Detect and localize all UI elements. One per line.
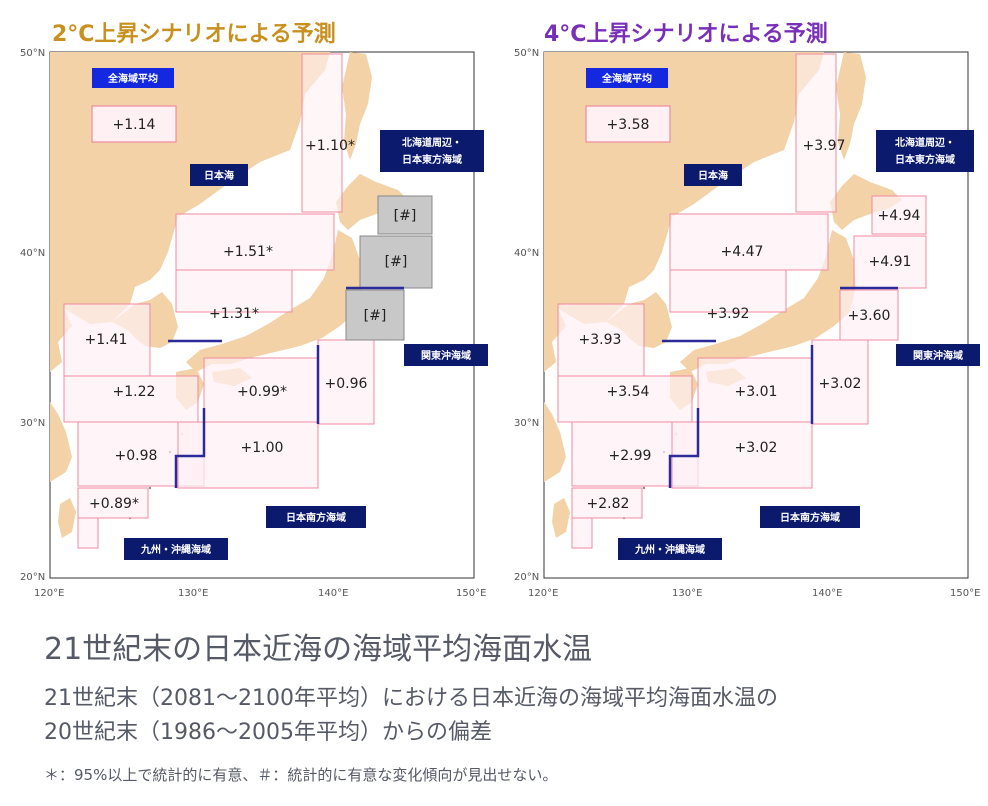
tag-kyushu: 九州・沖縄海域: [140, 543, 211, 556]
svg-text:50°N: 50°N: [514, 48, 539, 59]
value-all-seas: +3.58: [607, 117, 650, 133]
panel-title-2c: 2°C上昇シナリオによる予測: [52, 22, 336, 47]
tag-all-seas: 全海域平均: [107, 72, 158, 85]
tag-kanto: 関東沖海域: [913, 349, 963, 362]
land-sakhalin: [342, 52, 372, 160]
value-west-east-china-2: +3.54: [607, 384, 650, 400]
tag-hokkaido-1: 北海道周辺・: [402, 136, 462, 149]
tag-hokkaido-2: 日本東方海域: [895, 153, 955, 166]
map-2c: 50°N 40°N 30°N 20°N 120°E 130°E 140°E 15…: [20, 48, 488, 599]
caption-line-1: 21世紀末（2081～2100年平均）における日本近海の海域平均海面水温の: [44, 686, 778, 711]
axis-labels: 50°N 40°N 30°N 20°N 120°E 130°E 140°E 15…: [20, 48, 486, 599]
caption-line-2: 20世紀末（1986～2005年平均）からの偏差: [44, 720, 492, 745]
value-west-east-china-1: +1.41: [85, 332, 128, 348]
value-kyushu-1: +0.98: [115, 448, 158, 464]
land-china-south: [50, 402, 72, 482]
tag-south: 日本南方海域: [780, 511, 840, 524]
svg-text:50°N: 50°N: [20, 48, 45, 59]
land-hokkaido: [336, 174, 408, 230]
value-sea-of-japan-north: +1.10*: [305, 138, 355, 154]
tag-kyushu: 九州・沖縄海域: [634, 543, 705, 556]
value-south-japan-1: +0.99*: [237, 384, 287, 400]
value-west-east-china-1: +3.93: [579, 332, 622, 348]
tag-hokkaido-2: 日本東方海域: [402, 153, 462, 166]
value-all-seas: +1.14: [113, 117, 156, 133]
svg-text:20°N: 20°N: [20, 572, 45, 583]
svg-text:140°E: 140°E: [318, 588, 348, 599]
svg-text:20°N: 20°N: [514, 572, 539, 583]
tag-kanto: 関東沖海域: [421, 349, 471, 362]
value-kanto-east: +3.60: [848, 308, 891, 324]
tag-hokkaido-1: 北海道周辺・: [895, 136, 955, 149]
no-trend-cells: [345, 195, 433, 341]
land-china-south: [544, 402, 566, 482]
value-okinawa: +2.82: [587, 496, 630, 512]
value-hokkaido-east-1: [#]: [394, 208, 417, 224]
sea-boundaries: [662, 286, 898, 488]
land-honshu: [680, 230, 856, 372]
map-4c: 50°N 40°N 30°N 20°N 120°E 130°E 140°E 15…: [514, 48, 980, 599]
value-sea-of-japan-central: +1.51*: [223, 244, 273, 260]
land-taiwan: [58, 498, 76, 538]
value-sea-of-japan-south: +1.31*: [209, 306, 259, 322]
cell-values: +3.58 +3.97 +4.47 +3.92 +4.94 +4.91 +3.6…: [579, 117, 921, 512]
value-okinawa: +0.89*: [89, 496, 139, 512]
svg-text:30°N: 30°N: [514, 418, 539, 429]
value-sea-of-japan-central: +4.47: [721, 244, 764, 260]
value-kanto-offshore: +0.96: [325, 376, 368, 392]
caption-title: 21世紀末の日本近海の海域平均海面水温: [44, 632, 593, 667]
sea-cells: [63, 53, 375, 549]
land-taiwan: [552, 498, 570, 538]
value-sea-of-japan-north: +3.97: [803, 138, 846, 154]
land-sakhalin: [836, 52, 866, 160]
sea-boundaries: [168, 286, 404, 488]
value-kanto-offshore: +3.02: [819, 376, 862, 392]
tag-sea-of-japan: 日本海: [698, 169, 728, 182]
value-south-japan-2: +1.00: [241, 440, 284, 456]
value-sea-of-japan-south: +3.92: [707, 306, 750, 322]
value-south-japan-1: +3.01: [735, 384, 778, 400]
svg-text:120°E: 120°E: [528, 588, 558, 599]
land-honshu: [186, 230, 362, 372]
sea-cells: [557, 53, 927, 549]
land-hokkaido: [830, 174, 902, 230]
panel-title-4c: 4°C上昇シナリオによる予測: [544, 22, 828, 47]
svg-text:130°E: 130°E: [178, 588, 208, 599]
svg-text:130°E: 130°E: [672, 588, 702, 599]
region-tags: 全海域平均 日本海 北海道周辺・ 日本東方海域 関東沖海域 日本南方海域 九州・…: [586, 68, 980, 560]
all-seas-box: [585, 105, 671, 143]
region-tags: 全海域平均 日本海 北海道周辺・ 日本東方海域 関東沖海域 日本南方海域 九州・…: [92, 68, 488, 560]
axis-labels: 50°N 40°N 30°N 20°N 120°E 130°E 140°E 15…: [514, 48, 980, 599]
value-hokkaido-east-2: [#]: [385, 254, 408, 270]
value-hokkaido-east-1: +4.94: [878, 208, 921, 224]
tag-all-seas: 全海域平均: [601, 72, 652, 85]
value-kanto-east: [#]: [364, 308, 387, 324]
value-south-japan-2: +3.02: [735, 440, 778, 456]
value-west-east-china-2: +1.22: [113, 384, 156, 400]
svg-text:150°E: 150°E: [456, 588, 486, 599]
all-seas-box: [91, 105, 177, 143]
svg-text:40°N: 40°N: [514, 248, 539, 259]
svg-text:30°N: 30°N: [20, 418, 45, 429]
svg-text:140°E: 140°E: [812, 588, 842, 599]
cell-values: +1.14 +1.10* +1.51* +1.31* [#] [#] [#] +…: [85, 117, 417, 512]
caption-note: ＊：95%以上で統計的に有意、＃：統計的に有意な変化傾向が見出せない。: [44, 766, 558, 784]
tag-sea-of-japan: 日本海: [204, 169, 234, 182]
svg-text:120°E: 120°E: [34, 588, 64, 599]
svg-text:150°E: 150°E: [950, 588, 980, 599]
svg-text:40°N: 40°N: [20, 248, 45, 259]
value-hokkaido-east-2: +4.91: [869, 254, 912, 270]
value-kyushu-1: +2.99: [609, 448, 652, 464]
tag-south: 日本南方海域: [286, 511, 346, 524]
